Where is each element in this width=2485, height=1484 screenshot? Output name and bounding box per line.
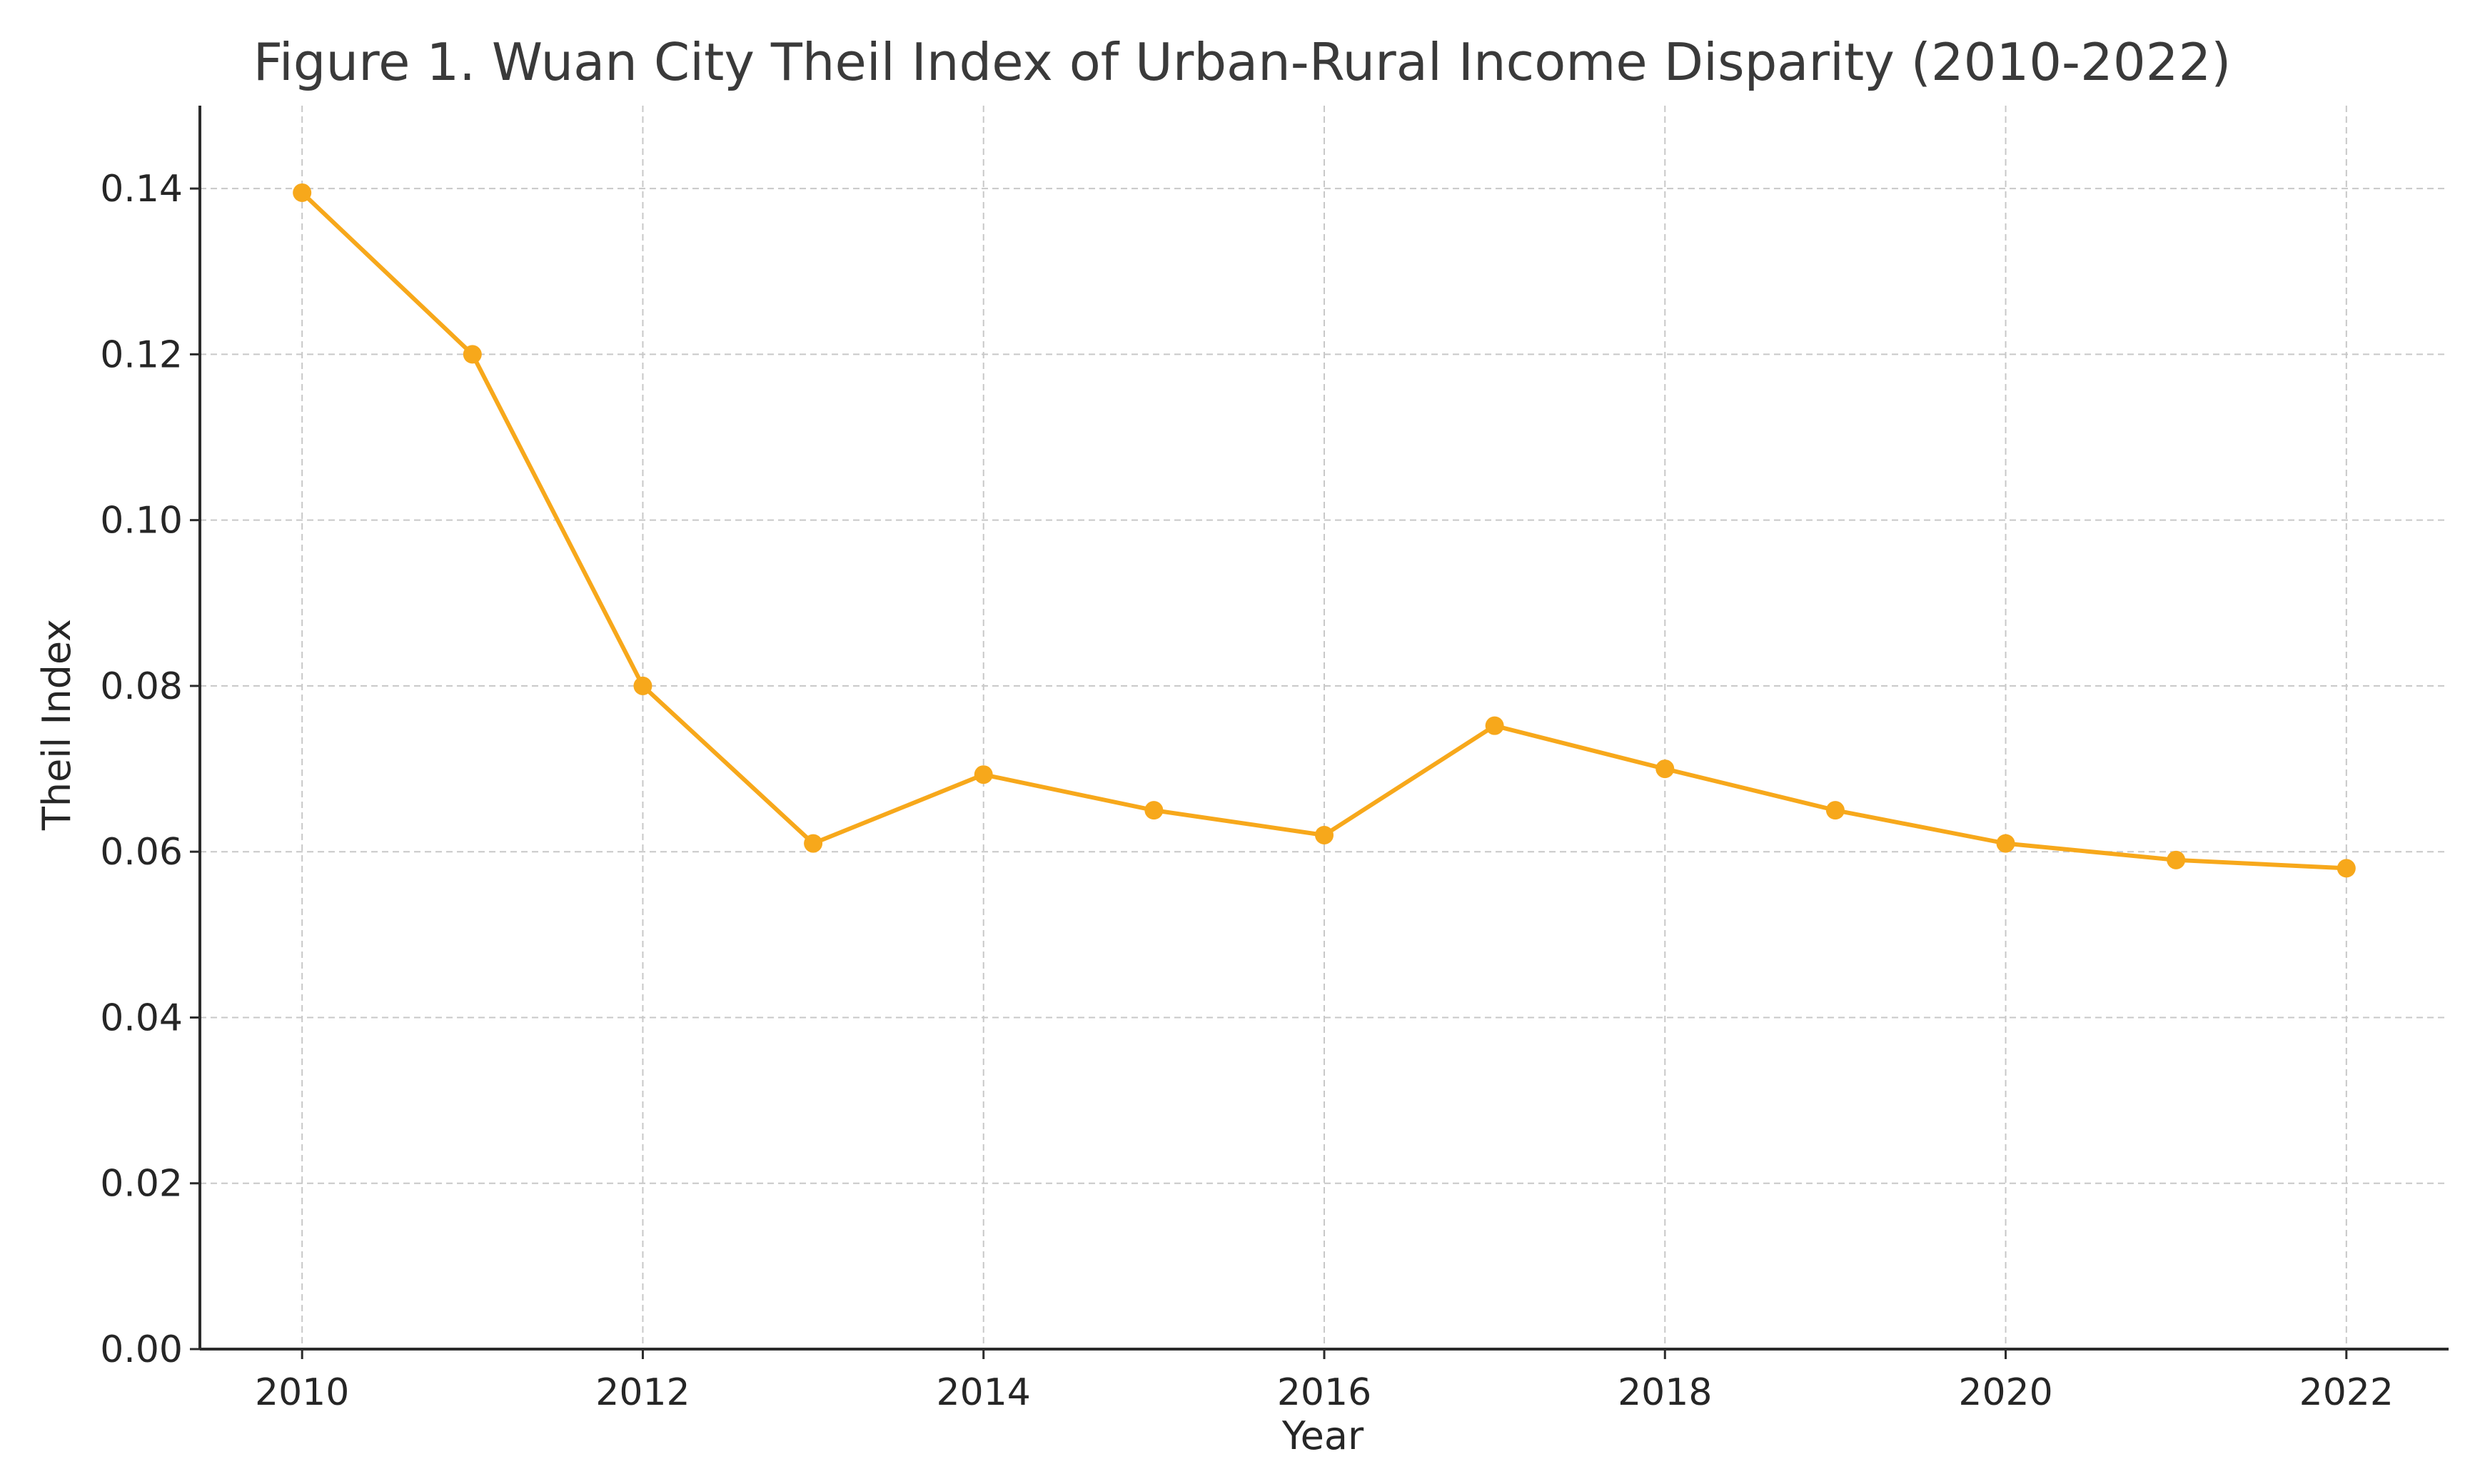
y-tick-label: 0.06 [100,831,183,874]
data-point [1655,759,1675,779]
x-tick-label: 2020 [1958,1371,2052,1414]
y-tick-label: 0.12 [100,333,183,376]
x-tick-label: 2016 [1277,1371,1371,1414]
data-point [1825,801,1845,820]
x-tick-label: 2010 [255,1371,349,1414]
x-tick-label: 2014 [937,1371,1031,1414]
data-point [463,345,482,364]
data-point [1485,716,1504,735]
grid-layer [200,106,2449,1350]
data-point [804,834,823,853]
x-axis-label: Year [1281,1413,1364,1458]
x-tick-label: 2022 [2299,1371,2394,1414]
y-tick-label: 0.04 [100,996,183,1039]
data-point [1315,825,1334,844]
y-tick-label: 0.00 [100,1328,183,1371]
data-point [293,183,312,202]
data-point [974,765,993,784]
y-tick-label: 0.14 [100,168,183,211]
data-point [633,676,652,695]
y-tick-label: 0.02 [100,1163,183,1206]
axes-layer: 2010 2012 2014 2016 2018 2020 2022 0.00 0.02 0.04… [100,106,2449,1414]
data-point [1996,834,2015,853]
series-layer [293,183,2356,878]
y-tick-label: 0.10 [100,500,183,542]
x-tick-label: 2018 [1618,1371,1712,1414]
data-point [1144,801,1164,820]
x-tick-label: 2012 [595,1371,690,1414]
data-point [2337,859,2356,878]
y-tick-label: 0.08 [100,665,183,708]
y-axis-label: Theil Index [34,619,79,831]
data-point [2167,850,2186,869]
chart-title: Figure 1. Wuan City Theil Index of Urban… [253,32,2232,92]
